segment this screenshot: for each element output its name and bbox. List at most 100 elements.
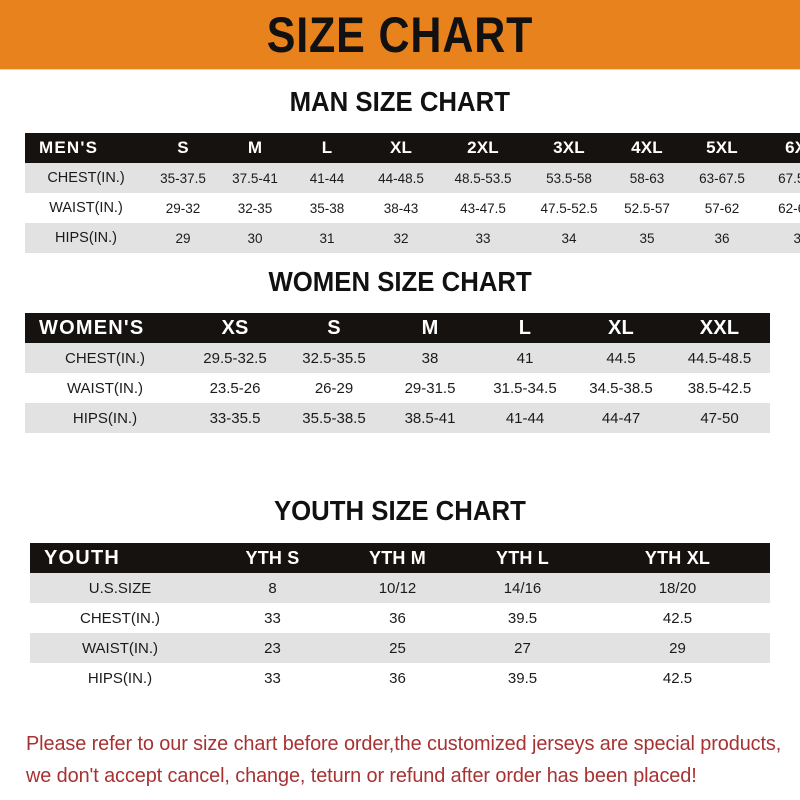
men-row-label: HIPS(IN.) bbox=[54, 230, 118, 246]
youth-measurement-cell: 33 bbox=[264, 609, 281, 627]
youth-measurement-cell: 27 bbox=[514, 639, 531, 657]
women-measurement-cell: 34.5-38.5 bbox=[589, 379, 653, 397]
women-size-table: WOMEN'S XS S M L XL XXL CHEST(IN.) 29.5-32.5 32.5… bbox=[25, 313, 770, 433]
men-column-header: 3XL bbox=[553, 138, 585, 157]
table-row: CHEST(IN.) 35-37.5 37.5-41 41-44 44-48.5 48.5… bbox=[25, 163, 800, 193]
women-measurement-cell: 35.5-38.5 bbox=[302, 409, 366, 427]
youth-column-header: YTH M bbox=[369, 547, 426, 568]
men-measurement-cell: 34 bbox=[561, 230, 577, 246]
men-column-header: 4XL bbox=[631, 138, 663, 157]
women-measurement-cell: 38 bbox=[421, 349, 439, 367]
table-row: HIPS(IN.) 33 36 39.5 42.5 bbox=[30, 663, 770, 693]
men-column-header: XL bbox=[389, 138, 413, 157]
women-column-header: XS bbox=[221, 316, 249, 339]
women-measurement-cell: 32.5-35.5 bbox=[302, 349, 366, 367]
women-row-label: CHEST(IN.) bbox=[65, 349, 145, 367]
women-table-body: WOMEN'S XS S M L XL XXL CHEST(IN.) 29.5-32.5 32.5… bbox=[25, 313, 770, 433]
men-row-label: WAIST(IN.) bbox=[49, 200, 123, 216]
women-measurement-cell: 26-29 bbox=[314, 379, 354, 397]
youth-column-header: YTH XL bbox=[644, 547, 711, 568]
men-measurement-cell: 48.5-53.5 bbox=[454, 170, 512, 186]
men-measurement-cell: 31 bbox=[319, 230, 335, 246]
women-table-header-row: WOMEN'S XS S M L XL XXL bbox=[25, 313, 770, 343]
men-measurement-cell: 62-66.5 bbox=[778, 200, 800, 216]
women-column-header: L bbox=[518, 316, 532, 339]
youth-column-header: YTH S bbox=[245, 547, 300, 568]
women-column-header: XL bbox=[608, 316, 634, 339]
youth-measurement-cell: 39.5 bbox=[507, 609, 538, 627]
women-measurement-cell: 44.5 bbox=[606, 349, 636, 367]
men-measurement-cell: 47.5-52.5 bbox=[540, 200, 598, 216]
youth-measurement-cell: 36 bbox=[389, 609, 406, 627]
women-column-header: M bbox=[421, 316, 439, 339]
table-row: CHEST(IN.) 29.5-32.5 32.5-35.5 38 41 44.5 44.5… bbox=[25, 343, 770, 373]
men-table-header-row: MEN'S S M L XL 2XL 3XL 4XL 5XL 6XL bbox=[25, 133, 800, 163]
men-table-corner-label: MEN'S bbox=[39, 138, 99, 157]
women-row-label: WAIST(IN.) bbox=[66, 379, 144, 397]
men-measurement-cell: 37.5-41 bbox=[232, 170, 278, 186]
youth-measurement-cell: 29 bbox=[669, 639, 686, 657]
men-column-header: 6XL bbox=[785, 138, 800, 157]
men-row-label: CHEST(IN.) bbox=[47, 170, 125, 186]
youth-table-body: YOUTH YTH S YTH M YTH L YTH XL U.S.SIZE 8 10/12… bbox=[30, 543, 770, 693]
page-banner: SIZE CHART bbox=[0, 0, 800, 70]
table-row: CHEST(IN.) 33 36 39.5 42.5 bbox=[30, 603, 770, 633]
women-measurement-cell: 31.5-34.5 bbox=[493, 379, 557, 397]
youth-row-label: WAIST(IN.) bbox=[81, 639, 159, 657]
women-measurement-cell: 41-44 bbox=[505, 409, 545, 427]
youth-measurement-cell: 39.5 bbox=[507, 669, 538, 687]
youth-measurement-cell: 25 bbox=[389, 639, 406, 657]
youth-row-label: U.S.SIZE bbox=[88, 579, 152, 597]
women-section-title-text: WOMEN SIZE CHART bbox=[268, 266, 532, 297]
men-measurement-cell: 35-38 bbox=[309, 200, 345, 216]
women-column-header: XXL bbox=[699, 316, 740, 339]
disclaimer-line-2: we don't accept cancel, change, teturn o… bbox=[26, 764, 697, 787]
men-size-table: MEN'S S M L XL 2XL 3XL 4XL 5XL 6XL CHEST(IN.) 35-37… bbox=[25, 133, 800, 253]
men-measurement-cell: 57-62 bbox=[704, 200, 740, 216]
men-measurement-cell: 38-43 bbox=[383, 200, 419, 216]
men-measurement-cell: 67.5-72 bbox=[778, 170, 800, 186]
men-column-header: L bbox=[321, 138, 333, 157]
youth-measurement-cell: 23 bbox=[264, 639, 281, 657]
youth-section-title-text: YOUTH SIZE CHART bbox=[274, 495, 526, 526]
youth-column-header: YTH L bbox=[496, 547, 549, 568]
men-measurement-cell: 37 bbox=[793, 230, 800, 246]
women-measurement-cell: 41 bbox=[516, 349, 534, 367]
youth-measurement-cell: 42.5 bbox=[662, 669, 693, 687]
men-column-header: 5XL bbox=[706, 138, 738, 157]
women-table-corner-label: WOMEN'S bbox=[39, 316, 145, 339]
men-column-header: M bbox=[247, 138, 263, 157]
youth-size-table: YOUTH YTH S YTH M YTH L YTH XL U.S.SIZE 8 10/12… bbox=[30, 543, 770, 693]
women-measurement-cell: 29-31.5 bbox=[404, 379, 456, 397]
youth-measurement-cell: 8 bbox=[268, 579, 277, 597]
women-section-title: WOMEN SIZE CHART bbox=[0, 268, 800, 296]
table-row: WAIST(IN.) 23.5-26 26-29 29-31.5 31.5-34.5 34… bbox=[25, 373, 770, 403]
men-measurement-cell: 29-32 bbox=[165, 200, 201, 216]
youth-measurement-cell: 14/16 bbox=[503, 579, 542, 597]
women-measurement-cell: 44-47 bbox=[601, 409, 641, 427]
disclaimer-line-1: Please refer to our size chart before or… bbox=[26, 732, 782, 755]
women-measurement-cell: 33-35.5 bbox=[209, 409, 261, 427]
men-measurement-cell: 30 bbox=[247, 230, 263, 246]
men-column-header: S bbox=[177, 138, 189, 157]
men-measurement-cell: 52.5-57 bbox=[624, 200, 670, 216]
youth-measurement-cell: 10/12 bbox=[378, 579, 417, 597]
table-row: HIPS(IN.) 33-35.5 35.5-38.5 38.5-41 41-44 44-… bbox=[25, 403, 770, 433]
youth-table-corner-label: YOUTH bbox=[44, 546, 120, 569]
men-measurement-cell: 41-44 bbox=[309, 170, 345, 186]
women-measurement-cell: 29.5-32.5 bbox=[203, 349, 267, 367]
youth-measurement-cell: 18/20 bbox=[658, 579, 697, 597]
men-measurement-cell: 58-63 bbox=[629, 170, 665, 186]
women-column-header: S bbox=[327, 316, 341, 339]
men-measurement-cell: 29 bbox=[175, 230, 191, 246]
women-measurement-cell: 38.5-41 bbox=[404, 409, 456, 427]
men-section-title-text: MAN SIZE CHART bbox=[289, 86, 511, 117]
men-measurement-cell: 44-48.5 bbox=[378, 170, 424, 186]
page-title: SIZE CHART bbox=[266, 6, 534, 63]
men-measurement-cell: 32-35 bbox=[237, 200, 273, 216]
table-row: WAIST(IN.) 23 25 27 29 bbox=[30, 633, 770, 663]
women-measurement-cell: 44.5-48.5 bbox=[687, 349, 752, 367]
youth-section-title: YOUTH SIZE CHART bbox=[0, 497, 800, 525]
youth-measurement-cell: 33 bbox=[264, 669, 281, 687]
